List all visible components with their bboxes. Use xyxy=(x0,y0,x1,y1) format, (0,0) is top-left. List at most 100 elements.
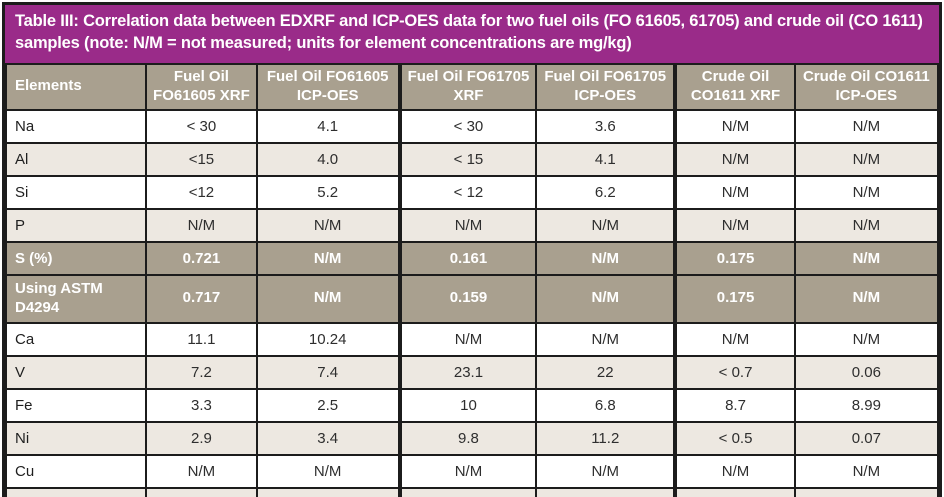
value-cell: N/M xyxy=(535,453,677,489)
value-cell: 3.4 xyxy=(255,420,401,456)
value-cell: < 30 xyxy=(397,108,538,144)
table-row-na: Na < 30 4.1 < 30 3.6 N/M N/M xyxy=(4,108,940,144)
value-cell: N/M xyxy=(255,486,401,497)
table-row-v: V 7.2 7.4 23.1 22 < 0.7 0.06 xyxy=(4,354,940,390)
value-cell: N/M xyxy=(673,141,796,177)
value-cell: < 12 xyxy=(397,174,538,210)
column-header-co1611-icpoes: Crude Oil CO1611 ICP-OES xyxy=(793,62,940,111)
value-cell: 8.99 xyxy=(793,387,940,423)
column-header-fo61705-icpoes: Fuel Oil FO61705 ICP-OES xyxy=(535,62,677,111)
element-cell: Si xyxy=(4,174,148,210)
value-cell: N/M xyxy=(793,321,940,357)
value-cell: 2.9 xyxy=(145,420,258,456)
value-cell: N/M xyxy=(673,486,796,497)
value-cell: N/M xyxy=(397,207,538,243)
column-header-fo61605-xrf: Fuel Oil FO61605 XRF xyxy=(145,62,258,111)
value-cell: <12 xyxy=(145,174,258,210)
value-cell: N/M xyxy=(397,453,538,489)
value-cell: N/M xyxy=(793,108,940,144)
value-cell: N/M xyxy=(255,273,401,324)
value-cell: N/M xyxy=(535,321,677,357)
value-cell: N/M xyxy=(535,273,677,324)
value-cell: 6.2 xyxy=(535,174,677,210)
value-cell: 4.1 xyxy=(255,108,401,144)
element-cell: Ni xyxy=(4,420,148,456)
value-cell: N/M xyxy=(145,453,258,489)
column-header-co1611-xrf: Crude Oil CO1611 XRF xyxy=(673,62,796,111)
element-cell: Ca xyxy=(4,321,148,357)
element-cell: Fe xyxy=(4,387,148,423)
value-cell: N/M xyxy=(145,207,258,243)
value-cell: N/M xyxy=(535,486,677,497)
table-caption-text: Correlation data between EDXRF and ICP-O… xyxy=(15,12,923,52)
value-cell: < 15 xyxy=(397,141,538,177)
element-cell: Cu xyxy=(4,453,148,489)
value-cell: N/M xyxy=(397,321,538,357)
value-cell: 0.06 xyxy=(793,354,940,390)
value-cell: N/M xyxy=(793,273,940,324)
value-cell: N/M xyxy=(793,174,940,210)
value-cell: 10 xyxy=(397,387,538,423)
element-cell: P xyxy=(4,207,148,243)
value-cell: N/M xyxy=(255,207,401,243)
value-cell: 2.5 xyxy=(255,387,401,423)
table-caption: Table III: Correlation data between EDXR… xyxy=(5,5,939,63)
value-cell: 10.24 xyxy=(255,321,401,357)
value-cell: 4.0 xyxy=(255,141,401,177)
table-caption-label: Table III: xyxy=(15,12,79,30)
column-header-fo61605-icpoes: Fuel Oil FO61605 ICP-OES xyxy=(255,62,401,111)
value-cell: 8.7 xyxy=(673,387,796,423)
table-row-ca: Ca 11.1 10.24 N/M N/M N/M N/M xyxy=(4,321,940,357)
value-cell: < 0.7 xyxy=(673,354,796,390)
value-cell: 5.0 xyxy=(397,486,538,497)
table-row-ni: Ni 2.9 3.4 9.8 11.2 < 0.5 0.07 xyxy=(4,420,940,456)
column-header-fo61705-xrf: Fuel Oil FO61705 XRF xyxy=(397,62,538,111)
value-cell: N/M xyxy=(535,207,677,243)
value-cell: 22 xyxy=(535,354,677,390)
value-cell: 4.1 xyxy=(535,141,677,177)
value-cell: 0.721 xyxy=(145,240,258,276)
value-cell: 6.8 xyxy=(535,387,677,423)
value-cell: N/M xyxy=(673,453,796,489)
value-cell: 7.2 xyxy=(145,354,258,390)
table-row-sulfur: S (%) 0.721 N/M 0.161 N/M 0.175 N/M xyxy=(4,240,940,276)
element-cell: Na xyxy=(4,108,148,144)
value-cell: 3.3 xyxy=(145,387,258,423)
value-cell: 23.1 xyxy=(397,354,538,390)
value-cell: 0.717 xyxy=(145,273,258,324)
element-cell: V xyxy=(4,354,148,390)
value-cell: 11.2 xyxy=(535,420,677,456)
value-cell: N/M xyxy=(673,174,796,210)
element-cell: Zn xyxy=(4,486,148,497)
value-cell: 5.2 xyxy=(255,174,401,210)
value-cell: 0.159 xyxy=(397,273,538,324)
value-cell: N/M xyxy=(673,321,796,357)
value-cell: 9.8 xyxy=(397,420,538,456)
table-row-p: P N/M N/M N/M N/M N/M N/M xyxy=(4,207,940,243)
value-cell: N/M xyxy=(793,141,940,177)
value-cell: N/M xyxy=(793,453,940,489)
value-cell: N/M xyxy=(255,453,401,489)
value-cell: <15 xyxy=(145,141,258,177)
value-cell: N/M xyxy=(793,486,940,497)
element-cell: Using ASTM D4294 xyxy=(4,273,148,324)
table-row-fe: Fe 3.3 2.5 10 6.8 8.7 8.99 xyxy=(4,387,940,423)
value-cell: N/M xyxy=(673,207,796,243)
header-row: Elements Fuel Oil FO61605 XRF Fuel Oil F… xyxy=(4,62,940,111)
element-cell: Al xyxy=(4,141,148,177)
value-cell: 0.175 xyxy=(673,273,796,324)
table-row-si: Si <12 5.2 < 12 6.2 N/M N/M xyxy=(4,174,940,210)
value-cell: 7.4 xyxy=(255,354,401,390)
table-row-al: Al <15 4.0 < 15 4.1 N/M N/M xyxy=(4,141,940,177)
value-cell: N/M xyxy=(535,240,677,276)
element-cell: S (%) xyxy=(4,240,148,276)
value-cell: 0.07 xyxy=(793,420,940,456)
table-row-zn: Zn 5.1 N/M 5.0 N/M N/M N/M xyxy=(4,486,940,497)
value-cell: 0.175 xyxy=(673,240,796,276)
value-cell: N/M xyxy=(793,207,940,243)
value-cell: N/M xyxy=(793,240,940,276)
value-cell: < 0.5 xyxy=(673,420,796,456)
value-cell: 11.1 xyxy=(145,321,258,357)
